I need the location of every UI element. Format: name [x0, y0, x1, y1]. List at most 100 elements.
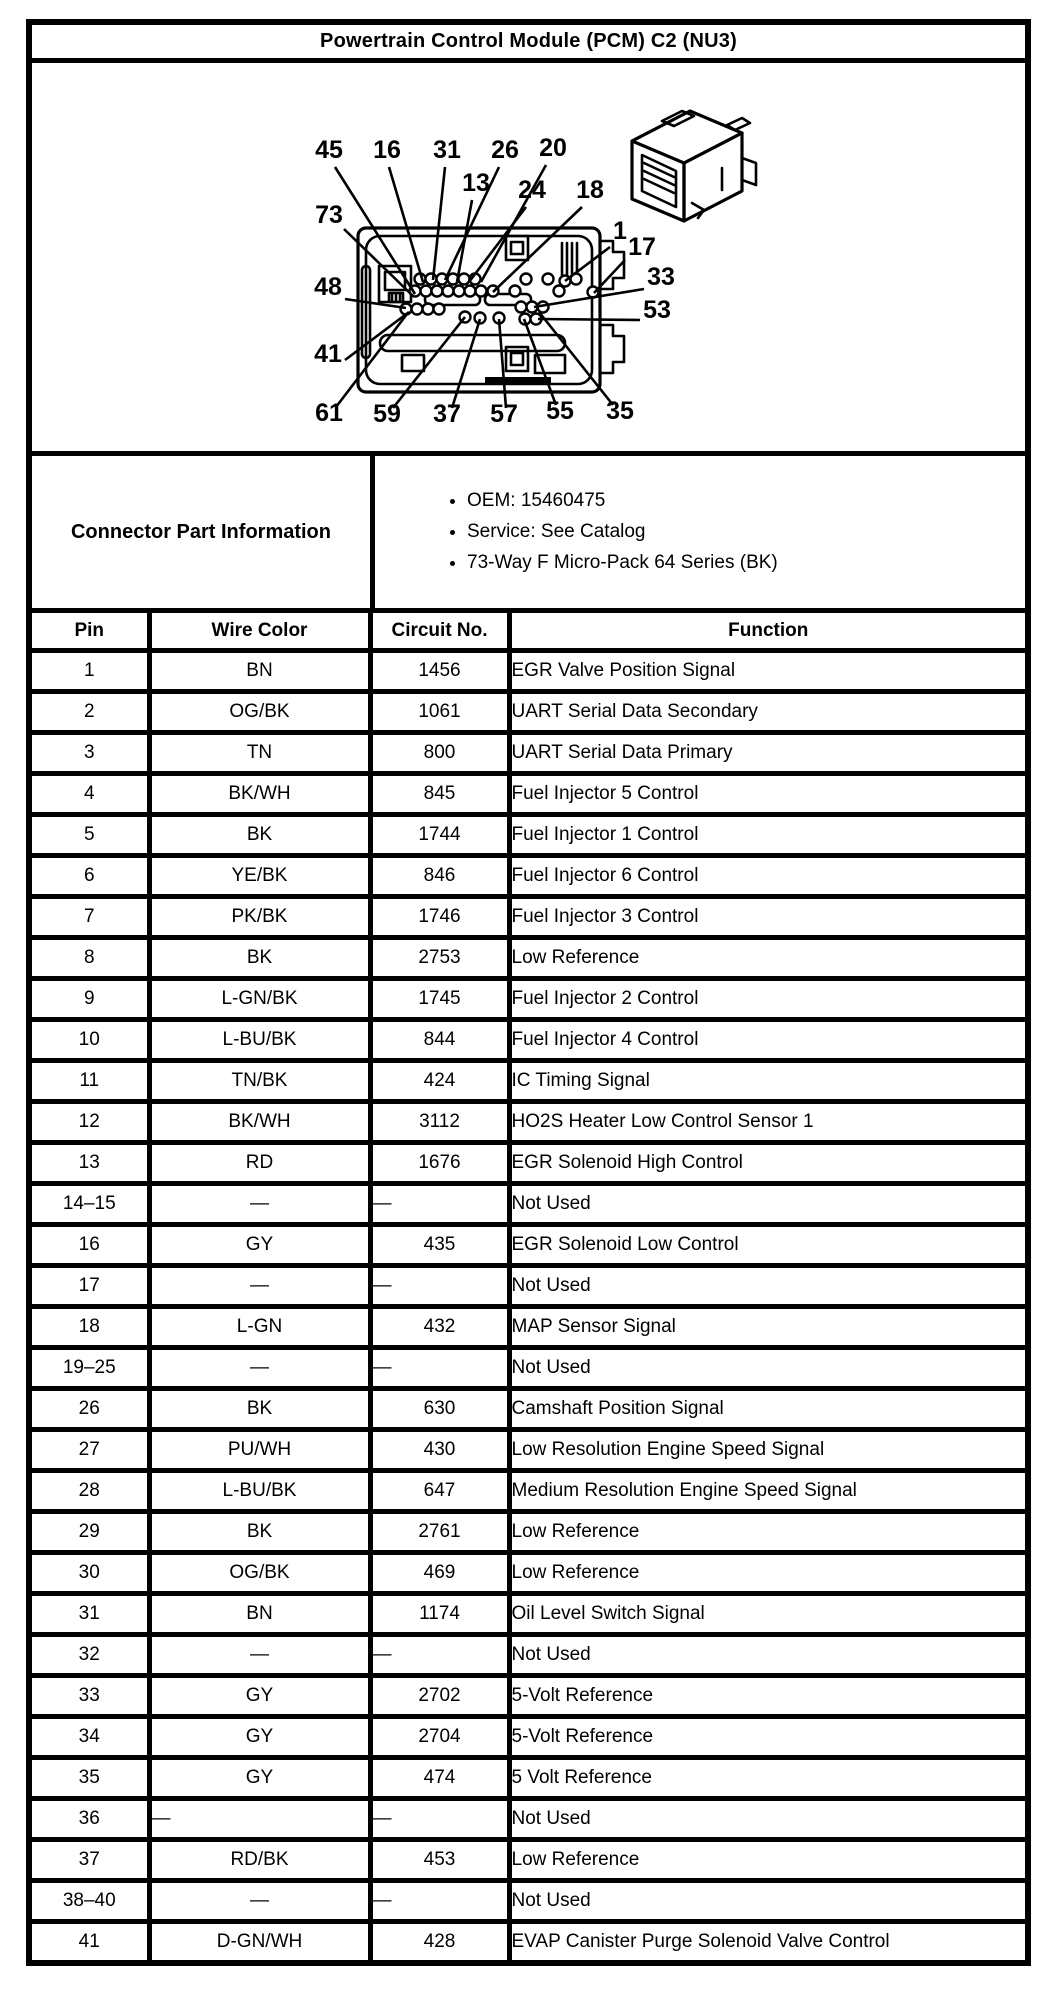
pin-cell: 33: [32, 1673, 152, 1719]
pin-cell: 41: [32, 1919, 152, 1960]
wire-color-cell: BN: [146, 648, 373, 694]
circuit-no-cell: —: [367, 1878, 512, 1924]
callout-line: [344, 310, 410, 362]
circuit-no-cell: 424: [367, 1058, 512, 1104]
wire-color-cell: BK/WH: [146, 771, 373, 817]
callout-line: [333, 166, 417, 295]
pin-callout-label: 48: [314, 273, 342, 301]
pin-callout-label: 1: [613, 217, 627, 245]
table-row: 18 L-GN 432 MAP Sensor Signal: [32, 1304, 1025, 1350]
info-bullet-item: OEM: 15460475: [467, 490, 778, 512]
pin-cell: 34: [32, 1714, 152, 1760]
circuit-no-cell: 800: [367, 730, 512, 776]
pin-cell: 38–40: [32, 1878, 152, 1924]
table-row: 35 GY 474 5 Volt Reference: [32, 1755, 1025, 1801]
callout-line: [443, 166, 501, 281]
pin-callout-label: 37: [433, 400, 461, 428]
pin-cell: 5: [32, 812, 152, 858]
pin-hole: [519, 272, 533, 286]
function-cell: EGR Solenoid High Control: [506, 1140, 1025, 1186]
wire-color-cell: —: [146, 1796, 373, 1842]
table-row: 16 GY 435 EGR Solenoid Low Control: [32, 1222, 1025, 1268]
wire-color-cell: L-BU/BK: [146, 1017, 373, 1063]
wire-color-cell: BK: [146, 935, 373, 981]
pin-hole: [421, 302, 435, 316]
table-row: 38–40— — Not Used: [32, 1878, 1025, 1924]
pin-hole: [457, 272, 471, 286]
circuit-no-cell: —: [367, 1632, 512, 1678]
wire-color-cell: RD/BK: [146, 1837, 373, 1883]
pin-cell: 1: [32, 648, 152, 694]
pin-cell: 2: [32, 689, 152, 735]
table-row: 10 L-BU/BK 844 Fuel Injector 4 Control: [32, 1017, 1025, 1063]
callout-line: [492, 206, 583, 293]
callout-line: [564, 245, 611, 283]
wire-color-cell: —: [146, 1632, 373, 1678]
table-row: 28 L-BU/BK 647 Medium Resolution Engine Spe…: [32, 1468, 1025, 1514]
connector-part-info-label: Connector Part Information: [32, 456, 375, 608]
table-row: 13 RD 1676 EGR Solenoid High Control: [32, 1140, 1025, 1186]
table-row: 37 RD/BK 453 Low Reference: [32, 1837, 1025, 1883]
function-cell: 5-Volt Reference: [506, 1673, 1025, 1719]
table-row: 31 BN 1174 Oil Level Switch Signal: [32, 1591, 1025, 1637]
pin-callout-label: 17: [628, 233, 656, 261]
function-cell: Oil Level Switch Signal: [506, 1591, 1025, 1637]
function-cell: EGR Valve Position Signal: [506, 648, 1025, 694]
callout-line: [391, 316, 467, 409]
wire-color-cell: L-GN: [146, 1304, 373, 1350]
pin-cell: 8: [32, 935, 152, 981]
wire-color-cell: BK: [146, 1386, 373, 1432]
function-cell: Fuel Injector 1 Control: [506, 812, 1025, 858]
function-cell: Camshaft Position Signal: [506, 1386, 1025, 1432]
pin-cell: 18: [32, 1304, 152, 1350]
circuit-no-cell: 630: [367, 1386, 512, 1432]
circuit-no-cell: —: [367, 1345, 512, 1391]
page-title: Powertrain Control Module (PCM) C2 (NU3): [32, 25, 1025, 63]
circuit-no-cell: —: [367, 1181, 512, 1227]
function-cell: Low Reference: [506, 1550, 1025, 1596]
pin-callout-label: 33: [647, 263, 675, 291]
callout-line: [387, 166, 425, 283]
pin-hole: [508, 284, 522, 298]
pin-callout-label: 45: [315, 136, 343, 164]
pin-cell: 14–15: [32, 1181, 152, 1227]
pin-hole: [430, 284, 444, 298]
circuit-no-cell: 2761: [367, 1509, 512, 1555]
function-cell: Fuel Injector 4 Control: [506, 1017, 1025, 1063]
table-row: 1 BN 1456 EGR Valve Position Signal: [32, 648, 1025, 694]
function-cell: Not Used: [506, 1181, 1025, 1227]
table-row: 29 BK 2761 Low Reference: [32, 1509, 1025, 1555]
wire-color-cell: L-GN/BK: [146, 976, 373, 1022]
pin-cell: 4: [32, 771, 152, 817]
wire-color-cell: RD: [146, 1140, 373, 1186]
pin-hole: [424, 272, 438, 286]
circuit-no-cell: 2704: [367, 1714, 512, 1760]
pin-callout-label: 73: [315, 201, 343, 229]
table-row: 34 GY 2704 5-Volt Reference: [32, 1714, 1025, 1760]
function-cell: Not Used: [506, 1796, 1025, 1842]
function-cell: MAP Sensor Signal: [506, 1304, 1025, 1350]
circuit-no-cell: 1676: [367, 1140, 512, 1186]
circuit-no-cell: 2753: [367, 935, 512, 981]
wire-color-cell: BN: [146, 1591, 373, 1637]
pin-hole: [541, 272, 555, 286]
circuit-no-cell: —: [367, 1796, 512, 1842]
table-row: 3 TN 800 UART Serial Data Primary: [32, 730, 1025, 776]
circuit-no-cell: 1746: [367, 894, 512, 940]
pin-cell: 19–25: [32, 1345, 152, 1391]
circuit-no-cell: —: [367, 1263, 512, 1309]
table-row: 6 YE/BK 846 Fuel Injector 6 Control: [32, 853, 1025, 899]
circuit-no-cell: 3112: [367, 1099, 512, 1145]
table-row: 14–15— — Not Used: [32, 1181, 1025, 1227]
circuit-no-cell: 1744: [367, 812, 512, 858]
pin-cell: 31: [32, 1591, 152, 1637]
wire-color-cell: D-GN/WH: [146, 1919, 373, 1960]
pin-callout-label: 35: [606, 397, 634, 425]
table-row: 11 TN/BK 424 IC Timing Signal: [32, 1058, 1025, 1104]
wire-color-cell: YE/BK: [146, 853, 373, 899]
pin-callout-label: 13: [462, 169, 490, 197]
pin-callout-label: 26: [491, 136, 519, 164]
table-row: 27 PU/WH 430 Low Resolution Engine Speed Si…: [32, 1427, 1025, 1473]
function-cell: Low Resolution Engine Speed Signal: [506, 1427, 1025, 1473]
